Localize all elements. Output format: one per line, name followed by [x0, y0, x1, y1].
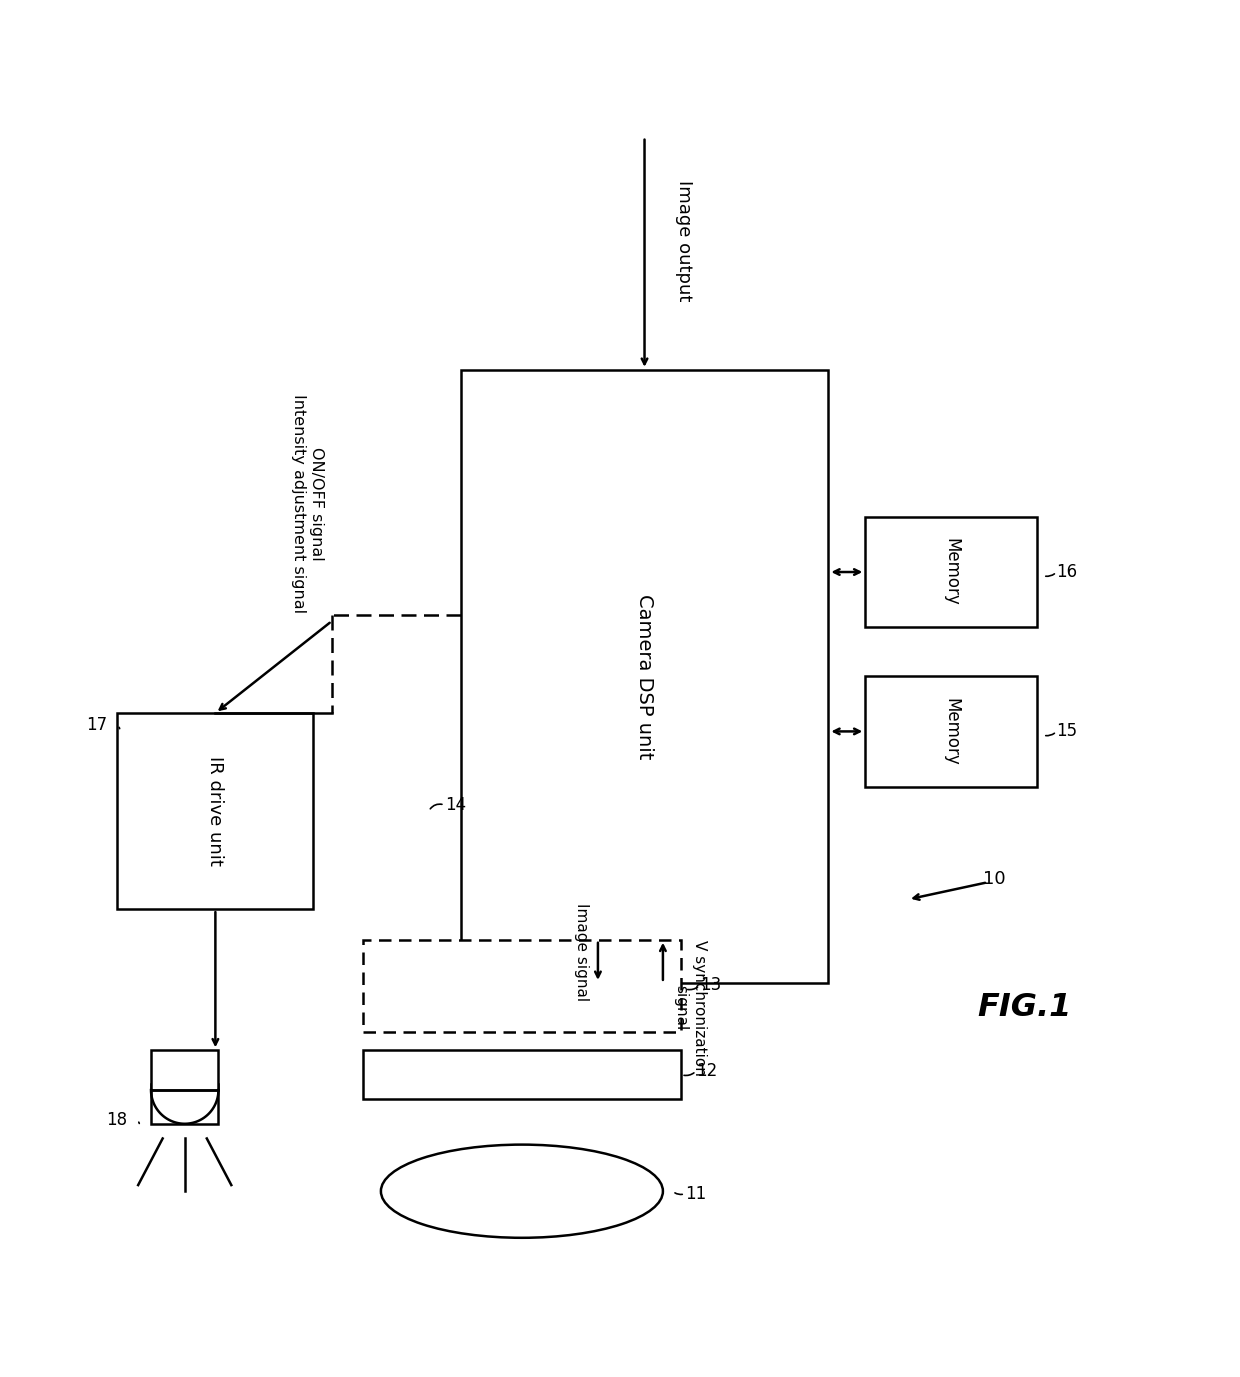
Text: Image output: Image output — [675, 180, 693, 302]
Text: 17: 17 — [87, 716, 108, 734]
Text: Camera DSP unit: Camera DSP unit — [635, 593, 653, 759]
Text: 14: 14 — [445, 796, 466, 814]
Bar — [151, 1051, 218, 1091]
Text: Memory: Memory — [942, 538, 960, 606]
Bar — [118, 713, 314, 909]
Bar — [866, 676, 1037, 786]
Bar — [460, 369, 828, 983]
Bar — [151, 1084, 218, 1124]
Bar — [866, 516, 1037, 627]
Text: 10: 10 — [982, 869, 1006, 888]
Text: ON/OFF signal
Intensity adjustment signal: ON/OFF signal Intensity adjustment signa… — [290, 394, 324, 613]
Text: IR drive unit: IR drive unit — [206, 756, 224, 866]
Text: Memory: Memory — [942, 698, 960, 766]
Text: 15: 15 — [1056, 723, 1078, 741]
Text: Image signal: Image signal — [574, 903, 589, 1001]
Text: 11: 11 — [684, 1184, 707, 1202]
Bar — [362, 1051, 681, 1099]
Text: 16: 16 — [1056, 563, 1078, 581]
Text: 12: 12 — [696, 1062, 717, 1080]
Ellipse shape — [381, 1144, 663, 1238]
Text: FIG.1: FIG.1 — [977, 991, 1071, 1023]
Text: V synchronization
signal: V synchronization signal — [673, 940, 707, 1075]
Bar — [362, 940, 681, 1031]
Text: 18: 18 — [105, 1111, 128, 1129]
Text: 13: 13 — [699, 976, 720, 994]
